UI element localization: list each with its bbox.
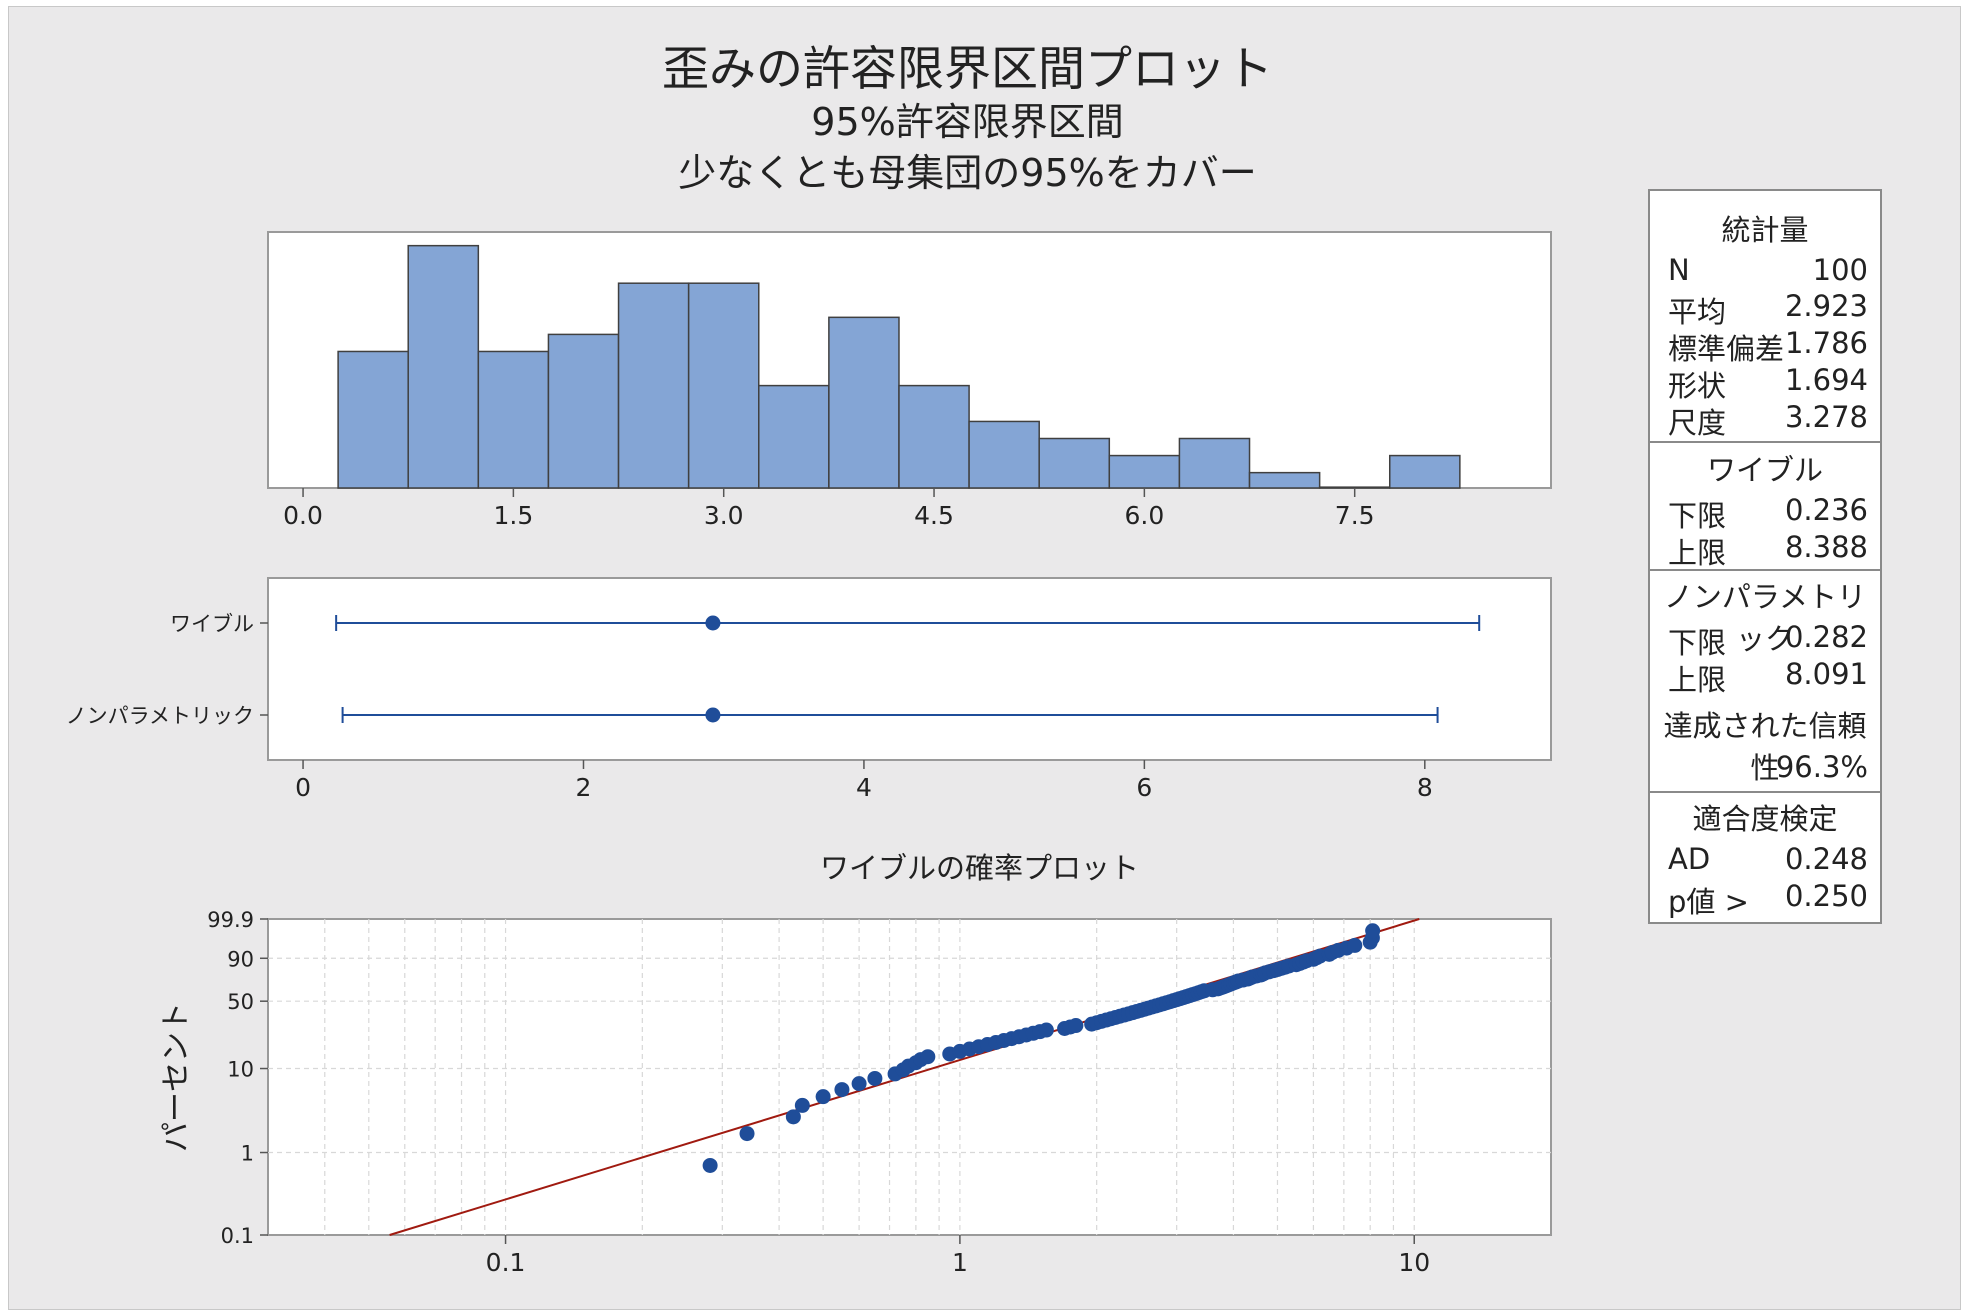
probability-y-tick-label: 99.9 — [207, 908, 254, 932]
histogram-bar — [968, 420, 1040, 489]
histogram-bar — [1038, 437, 1111, 489]
stats-label: 下限 — [1668, 626, 1727, 660]
histogram-bar — [1248, 471, 1321, 489]
probability-point — [851, 1076, 867, 1092]
histogram-bar — [898, 384, 970, 489]
histogram-x-tick-label: 3.0 — [704, 501, 744, 530]
nonparametric-header: ノンパラメトリック — [1663, 580, 1867, 656]
histogram-bar — [828, 316, 900, 489]
stats-value: 1.786 — [1784, 326, 1868, 360]
histogram-x-tick-label: 0.0 — [283, 501, 323, 530]
histogram-bar — [687, 282, 760, 489]
confidence-label: 達成された信頼性 — [1663, 709, 1867, 785]
probability-point — [1068, 1018, 1084, 1034]
histogram-bar — [758, 384, 830, 489]
stats-label: 上限 — [1668, 663, 1727, 697]
stats-label: N — [1668, 253, 1690, 287]
histogram-bar — [617, 282, 690, 489]
probability-point — [1038, 1022, 1054, 1038]
histogram-bar — [477, 350, 550, 489]
stats-separator — [1650, 441, 1880, 443]
gof-header: 適合度検定 — [1692, 802, 1838, 836]
stats-label: 標準偏差 — [1668, 332, 1785, 366]
stats-label: 下限 — [1668, 499, 1727, 533]
probability-point — [834, 1082, 850, 1098]
stats-label: AD — [1668, 842, 1711, 876]
interval-x-tick-label: 6 — [1136, 773, 1152, 802]
stats-label: p値 > — [1668, 885, 1749, 919]
probability-point — [815, 1089, 831, 1105]
probability-y-tick-label: 90 — [227, 947, 254, 971]
stats-value: 0.282 — [1784, 620, 1868, 654]
stats-header: 統計量 — [1721, 213, 1809, 247]
probability-point — [1365, 923, 1381, 939]
chart-subtitle-2: 少なくとも母集団の95%をカバー — [678, 151, 1257, 195]
confidence-value: 96.3% — [1775, 750, 1868, 784]
interval-row-label: ノンパラメトリック — [66, 704, 254, 728]
histogram-x-tick-label: 6.0 — [1124, 501, 1164, 530]
stats-label: 尺度 — [1668, 406, 1727, 440]
stats-value: 2.923 — [1784, 289, 1868, 323]
histogram-x-tick-label: 1.5 — [493, 501, 533, 530]
weibull-header: ワイブル — [1706, 453, 1823, 487]
probability-point — [920, 1049, 936, 1065]
interval-x-tick-label: 4 — [856, 773, 872, 802]
stats-value: 0.248 — [1784, 842, 1868, 876]
stats-value: 0.250 — [1784, 879, 1868, 913]
probability-point — [794, 1097, 810, 1113]
chart-subtitle-1: 95%許容限界区間 — [811, 100, 1124, 144]
histogram-x-tick-label: 4.5 — [914, 501, 954, 530]
probability-point — [867, 1070, 883, 1086]
probability-panel — [267, 918, 1552, 1236]
stats-separator — [1650, 791, 1880, 793]
probability-plot-title: ワイブルの確率プロット — [820, 851, 1139, 885]
probability-y-tick-label: 50 — [227, 990, 254, 1014]
histogram-bar — [1178, 437, 1251, 489]
probability-point — [1347, 937, 1363, 953]
interval-x-tick-label: 0 — [295, 773, 311, 802]
probability-point — [785, 1109, 801, 1125]
probability-point — [739, 1126, 755, 1142]
histogram-bar — [337, 350, 409, 489]
probability-point — [702, 1157, 718, 1173]
probability-x-tick-label: 1 — [952, 1248, 968, 1277]
probability-y-tick-label: 10 — [227, 1058, 254, 1082]
stats-value: 8.091 — [1784, 657, 1868, 691]
stats-value: 3.278 — [1784, 400, 1868, 434]
probability-y-tick-label: 1 — [241, 1142, 254, 1166]
stats-value: 8.388 — [1784, 530, 1868, 564]
histogram-bar — [1388, 454, 1461, 489]
chart-title: 歪みの許容限界区間プロット — [662, 42, 1273, 97]
probability-x-tick-label: 0.1 — [486, 1248, 526, 1277]
stats-label: 平均 — [1668, 295, 1727, 329]
stats-label: 形状 — [1668, 369, 1727, 403]
probability-x-tick-label: 10 — [1398, 1248, 1430, 1277]
histogram-x-tick-label: 7.5 — [1335, 501, 1375, 530]
histogram-bar — [1318, 486, 1391, 489]
interval-center-point — [705, 707, 721, 723]
interval-row-label: ワイブル — [170, 612, 254, 636]
histogram-bar — [547, 333, 620, 489]
stats-value: 100 — [1812, 253, 1868, 287]
stats-label: 上限 — [1668, 536, 1727, 570]
histogram-bar — [1108, 454, 1181, 489]
probability-y-axis-label: パーセント — [159, 1002, 194, 1152]
interval-center-point — [705, 615, 721, 631]
stats-panel: 統計量 N 100 平均 2.923 標準偏差 1.786 形状 1.694 尺度 3.2… — [1648, 189, 1882, 924]
histogram-bar — [407, 244, 480, 489]
stats-separator — [1650, 569, 1880, 571]
interval-panel — [267, 577, 1552, 761]
stats-value: 0.236 — [1784, 493, 1868, 527]
interval-x-tick-label: 2 — [576, 773, 592, 802]
interval-x-tick-label: 8 — [1417, 773, 1433, 802]
stats-value: 1.694 — [1784, 363, 1868, 397]
probability-y-tick-label: 0.1 — [221, 1224, 254, 1248]
